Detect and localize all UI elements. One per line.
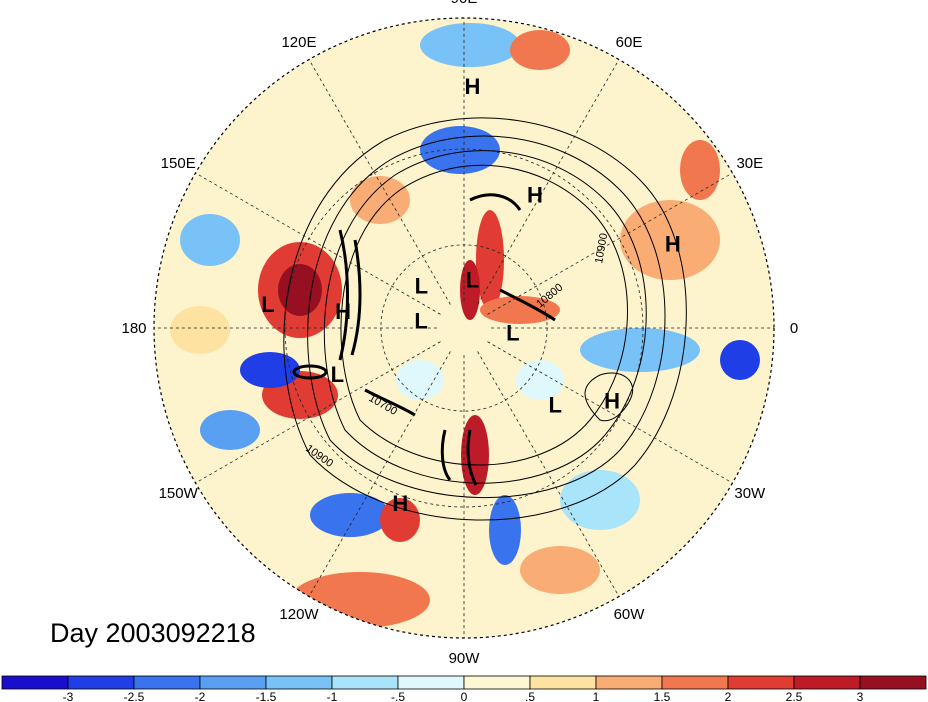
- longitude-line: [477, 351, 620, 597]
- longitude-label: 60W: [614, 606, 646, 623]
- colorbar-swatch: [793, 675, 861, 690]
- colorbar-swatch: [199, 675, 267, 690]
- longitude-line: [477, 59, 620, 305]
- anomaly-shading: [170, 23, 760, 628]
- longitude-line: [308, 59, 451, 305]
- longitude-line: [195, 341, 441, 484]
- contour-label: 10900: [593, 232, 610, 264]
- colorbar-label: 0: [461, 690, 468, 702]
- longitude-label: 150W: [159, 485, 199, 502]
- low-pressure-label: L: [466, 268, 479, 293]
- low-pressure-label: L: [548, 393, 561, 418]
- colorbar-swatch: [67, 675, 135, 690]
- longitude-label: 150E: [161, 155, 196, 172]
- map-boundary: [153, 17, 775, 639]
- high-pressure-label: H: [465, 74, 481, 99]
- colorbar-label: -2: [195, 690, 206, 702]
- longitude-label: 30E: [736, 155, 763, 172]
- high-pressure-label: H: [527, 183, 543, 208]
- colorbar-label: 1: [593, 690, 600, 702]
- low-pressure-label: L: [414, 308, 427, 333]
- height-contours: [283, 117, 687, 521]
- map-disk: [154, 18, 774, 638]
- colorbar-swatch: [463, 675, 531, 690]
- colorbar-swatch: [859, 675, 927, 690]
- colorbar-label: .5: [525, 690, 535, 702]
- longitude-label: 30W: [734, 485, 766, 502]
- colorbar-swatch: [331, 675, 399, 690]
- colorbar-swatch: [727, 675, 795, 690]
- longitude-label: 0: [790, 320, 798, 337]
- low-pressure-label: L: [415, 273, 428, 298]
- colorbar-swatch: [133, 675, 201, 690]
- colorbar-label: -.5: [391, 690, 405, 702]
- longitude-label: 120E: [281, 34, 316, 51]
- colorbar-swatch: [529, 675, 597, 690]
- high-pressure-label: H: [665, 232, 681, 257]
- longitude-line: [487, 172, 733, 315]
- low-pressure-label: L: [261, 292, 274, 317]
- day-label: Day 2003092218: [50, 618, 256, 648]
- colorbar-label: 1.5: [654, 690, 671, 702]
- colorbar-label: -3: [63, 690, 74, 702]
- colorbar-swatch: [265, 675, 333, 690]
- colorbar-label: 2.5: [786, 690, 803, 702]
- high-pressure-label: H: [392, 491, 408, 516]
- colorbar-swatch: [1, 675, 69, 690]
- colorbar-label: -1: [327, 690, 338, 702]
- colorbar-swatch: [661, 675, 729, 690]
- colorbar-label: -2.5: [124, 690, 145, 702]
- longitude-line: [487, 341, 733, 484]
- longitude-line: [308, 351, 451, 597]
- longitude-label: 90E: [451, 0, 478, 7]
- colorbar-swatch: [595, 675, 663, 690]
- longitude-label: 60E: [616, 34, 643, 51]
- colorbar-label: -1.5: [256, 690, 277, 702]
- colorbar-label: 3: [857, 690, 864, 702]
- graticule: [154, 18, 774, 638]
- high-pressure-label: H: [604, 388, 620, 413]
- low-pressure-label: L: [331, 362, 344, 387]
- colorbar: -3 -2.5 -2 -1.5 -1 -.5 0 .5 1 1.5 2 2.5 3: [1, 675, 927, 702]
- longitude-label: 90W: [449, 650, 481, 667]
- longitude-line: [195, 172, 441, 315]
- high-pressure-label: H: [335, 299, 351, 324]
- colorbar-swatch: [397, 675, 465, 690]
- longitude-label: 120W: [279, 606, 319, 623]
- colorbar-label: 2: [725, 690, 732, 702]
- low-pressure-label: L: [506, 320, 519, 345]
- longitude-label: 180: [121, 320, 146, 337]
- longitude-labels: 90E 60E 30E 0 30W 60W 90W 120W 150W 180 150E 120E: [121, 0, 798, 667]
